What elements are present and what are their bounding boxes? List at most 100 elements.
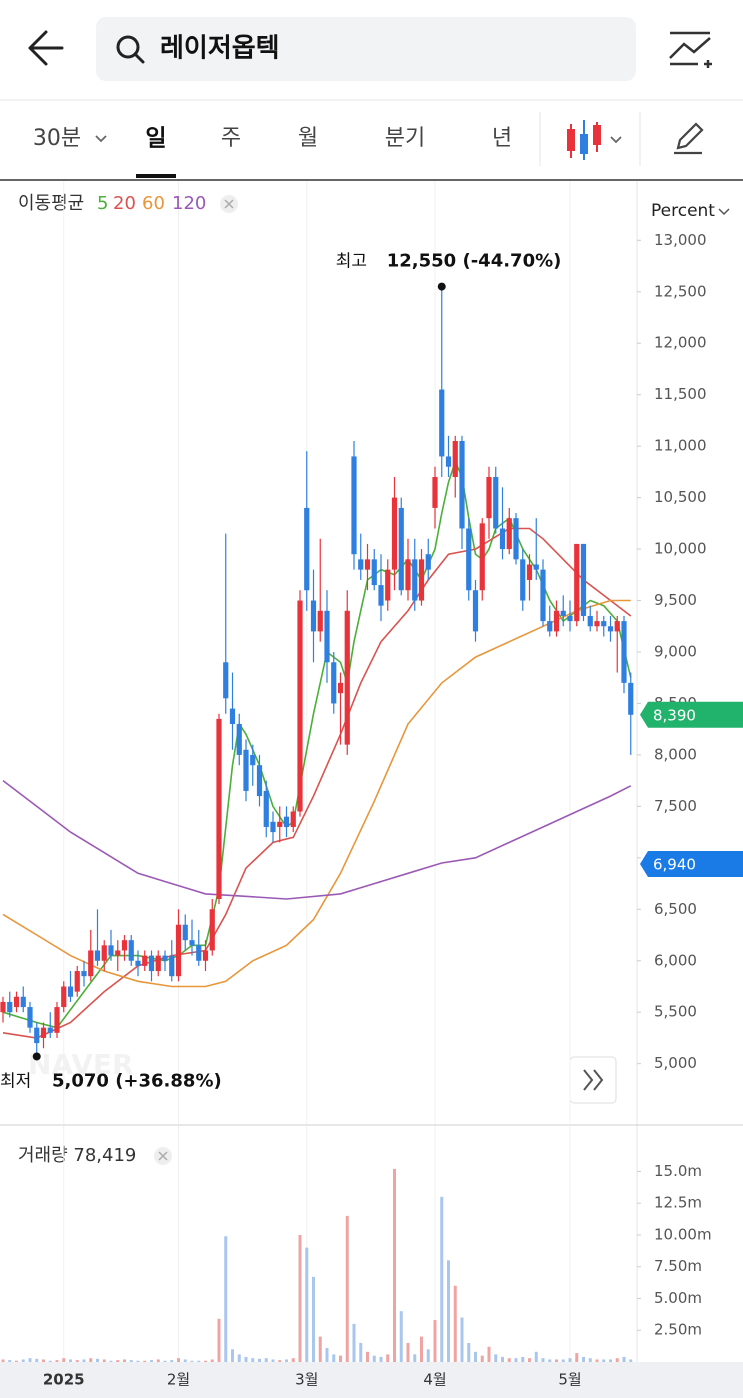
- scale-mode[interactable]: Percent: [651, 201, 715, 221]
- ma-legend: 20: [113, 193, 136, 214]
- volume-tick-label: 5.00m: [654, 1289, 702, 1307]
- candle-body: [439, 389, 445, 457]
- volume-bar: [204, 1360, 207, 1362]
- volume-bar: [352, 1323, 356, 1362]
- volume-bar: [123, 1359, 126, 1362]
- candle-body: [270, 821, 276, 833]
- candle-body: [479, 523, 485, 591]
- volume-bar: [561, 1359, 565, 1362]
- volume-bar: [568, 1358, 572, 1362]
- volume-bar: [575, 1353, 579, 1362]
- tab[interactable]: 년: [492, 126, 512, 151]
- candle-body: [506, 518, 512, 550]
- volume-bar: [1, 1359, 5, 1362]
- search-text: 레이저옵텍: [160, 34, 280, 64]
- candle-body: [418, 559, 425, 601]
- candle-body: [216, 718, 222, 900]
- chevron: [718, 208, 730, 216]
- volume-bar: [75, 1360, 79, 1362]
- compare-icon[interactable]: [669, 31, 712, 68]
- volume-bar: [55, 1360, 59, 1362]
- volume-bar: [264, 1358, 268, 1362]
- candle-body: [142, 955, 148, 966]
- y-tick-label: 10,500: [654, 488, 707, 506]
- volume-bar: [48, 1360, 52, 1362]
- volume-bar: [231, 1349, 234, 1362]
- volume-bar: [305, 1247, 309, 1362]
- candle-body: [351, 456, 357, 555]
- candle-body: [513, 518, 519, 560]
- volume-bar: [102, 1359, 106, 1362]
- candle-body: [412, 559, 418, 601]
- price-badge-label: 8,390: [653, 706, 696, 724]
- extreme-label: 최고: [336, 252, 367, 272]
- draw-icon[interactable]: [674, 122, 704, 155]
- volume-bar: [406, 1342, 410, 1362]
- ma-legend: 120: [172, 193, 206, 214]
- candle-body: [135, 960, 141, 966]
- candle-body: [574, 543, 580, 622]
- candle-body: [371, 559, 377, 586]
- volume-bar: [42, 1359, 45, 1362]
- volume-bar: [453, 1285, 457, 1362]
- y-tick-label: 11,500: [654, 385, 707, 403]
- x-axis-bar: [0, 1362, 743, 1398]
- volume-bar: [21, 1359, 25, 1362]
- tab[interactable]: 30분: [33, 126, 81, 151]
- volume-close[interactable]: [154, 1147, 172, 1165]
- chart-type-icon[interactable]: [567, 120, 622, 160]
- ma-legend: 60: [142, 193, 165, 214]
- volume-bar: [393, 1168, 396, 1362]
- volume-bar: [413, 1354, 417, 1362]
- candle-body: [425, 554, 431, 570]
- tab[interactable]: 월: [298, 126, 318, 151]
- scroll-end-button[interactable]: [569, 1056, 617, 1104]
- tab-selected[interactable]: 일: [145, 126, 166, 152]
- volume-bar: [291, 1358, 295, 1362]
- candle-body: [108, 945, 114, 956]
- tab[interactable]: 분기: [385, 126, 425, 151]
- volume-bar: [339, 1355, 342, 1362]
- tab[interactable]: 주: [221, 126, 241, 151]
- candle-body: [607, 626, 614, 632]
- volume-bar: [494, 1354, 498, 1362]
- extreme-dot: [437, 282, 446, 291]
- candle-body: [553, 610, 560, 632]
- candle-body: [88, 950, 94, 977]
- candle-body: [290, 811, 296, 827]
- candle-body: [432, 477, 438, 508]
- candle-body: [526, 564, 533, 580]
- volume-bar: [312, 1276, 315, 1362]
- volume-label: 거래량 78,419: [18, 1145, 136, 1166]
- candle-body: [452, 440, 458, 478]
- x-tick-label: 2025: [43, 1371, 85, 1389]
- y-tick-label: 11,000: [654, 437, 707, 455]
- volume-bar: [285, 1359, 288, 1362]
- volume-bar: [28, 1358, 32, 1362]
- candle-body: [493, 477, 499, 529]
- candle-body: [148, 955, 155, 972]
- search-box[interactable]: [96, 17, 636, 81]
- ma-legend: 5: [97, 193, 108, 214]
- back-button[interactable]: [28, 30, 64, 66]
- candle-body: [229, 708, 236, 725]
- watermark: NAVER: [28, 1048, 134, 1081]
- volume-bar: [15, 1360, 18, 1362]
- candle-body: [209, 909, 215, 951]
- ma-close[interactable]: [220, 195, 238, 213]
- volume-tick-label: 10.00m: [654, 1225, 712, 1243]
- volume-bar: [440, 1196, 444, 1362]
- price-badge: [640, 851, 743, 878]
- volume-bar: [595, 1359, 599, 1362]
- volume-bar: [298, 1234, 302, 1362]
- volume-bar: [480, 1355, 484, 1362]
- volume-bar: [507, 1358, 511, 1362]
- candle-body: [547, 621, 553, 632]
- volume-bar: [150, 1360, 153, 1362]
- search-icon: [116, 35, 145, 64]
- volume-bar: [433, 1320, 437, 1362]
- candle-body: [594, 621, 600, 627]
- volume-bar: [426, 1349, 430, 1362]
- x-tick-label: 3월: [295, 1371, 318, 1389]
